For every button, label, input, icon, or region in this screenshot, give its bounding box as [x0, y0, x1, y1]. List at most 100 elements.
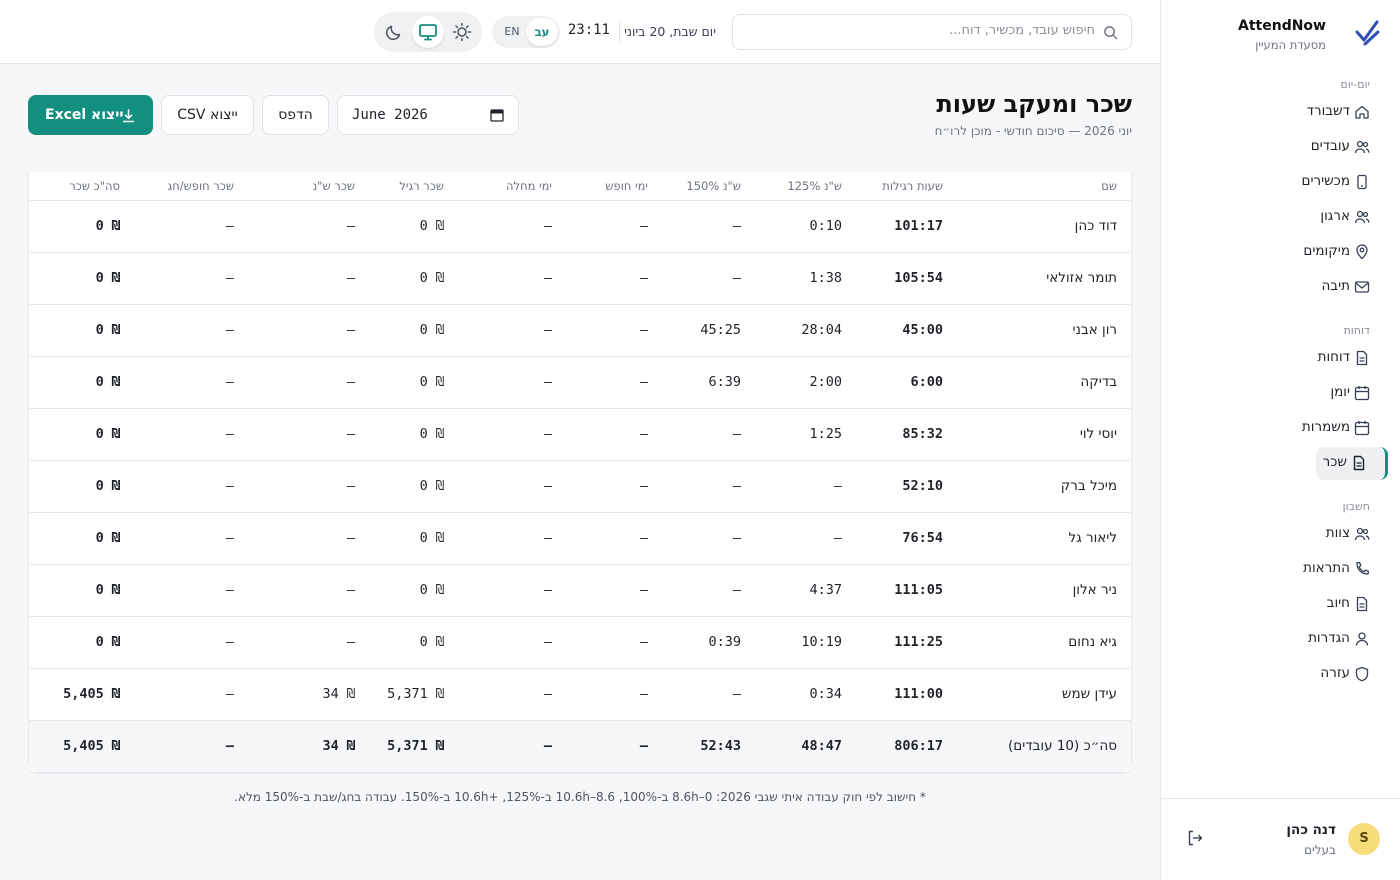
cell-holiday-pay: – — [120, 304, 234, 357]
column-header-ot-pay[interactable]: שכר ש"נ — [234, 172, 355, 201]
page-title: שכר ומעקב שעות — [936, 90, 1132, 118]
sidebar-item-alerts[interactable]: התראות — [1160, 552, 1400, 587]
dark-theme-button[interactable] — [378, 16, 410, 48]
language-toggle[interactable]: עב EN — [492, 16, 560, 48]
export-csv-button[interactable]: ייצוא CSV — [161, 95, 254, 135]
sidebar-item-label: עובדים — [1310, 138, 1350, 154]
nav-section-reports: דוחות דוחות יומן משמרות שכר — [1160, 321, 1400, 481]
table-row[interactable]: תומר אזולאי 105:54 1:38– – – ₪ 0– – ₪ 0 — [29, 252, 1131, 305]
sidebar-item-team[interactable]: צוות — [1160, 517, 1400, 552]
cell-ot125-hours: 1:25 — [741, 408, 842, 461]
search-box[interactable] — [732, 14, 1132, 50]
payroll-table: שם שעות רגילות ש"נ 125% ש"נ 150% ימי חופ… — [28, 172, 1132, 773]
system-theme-button[interactable] — [412, 16, 444, 48]
column-header-name[interactable]: שם — [943, 172, 1131, 201]
theme-toggle[interactable] — [374, 12, 482, 52]
table-row[interactable]: ניר אלון 111:05 4:37– – – ₪ 0– – ₪ 0 — [29, 564, 1131, 617]
export-excel-button[interactable]: ייצוא Excel — [28, 95, 153, 135]
table-header-row: שם שעות רגילות ש"נ 125% ש"נ 150% ימי חופ… — [29, 172, 1131, 201]
shield-icon — [1355, 666, 1369, 682]
section-label: יום-יום — [1340, 78, 1370, 91]
table-row[interactable]: דוד כהן 101:17 0:10– – – ₪ 0– – ₪ 0 — [29, 200, 1131, 253]
column-header-sick-days[interactable]: ימי מחלה — [444, 172, 552, 201]
cell-ot-pay: – — [234, 408, 355, 461]
cell-regular-hours: 105:54 — [842, 252, 943, 305]
sidebar-item-journal[interactable]: יומן — [1160, 376, 1400, 411]
cell-regular-pay: ₪ 0 — [355, 616, 444, 669]
sidebar-item-inbox[interactable]: תיבה — [1160, 270, 1400, 305]
table-total-row[interactable]: סה״כ (10 עובדים) 806:17 48:47 52:43– – ₪ 5,37… — [29, 720, 1131, 773]
cell-vacation-days: – — [552, 460, 648, 513]
cell-ot-pay: – — [234, 200, 355, 253]
sidebar-item-reports[interactable]: דוחות — [1160, 341, 1400, 376]
column-header-regular-pay[interactable]: שכר רגיל — [355, 172, 444, 201]
sidebar-item-dashboard[interactable]: דשבורד — [1160, 95, 1400, 130]
sidebar-item-employees[interactable]: עובדים — [1160, 130, 1400, 165]
sidebar-item-label: מיקומים — [1303, 243, 1350, 259]
print-button[interactable]: הדפס — [262, 95, 329, 135]
location-icon — [1356, 244, 1368, 260]
column-header-regular-hours[interactable]: שעות רגילות — [842, 172, 943, 201]
cell-ot-pay: – — [234, 616, 355, 669]
cell-ot150-hours: 0:39 — [648, 616, 741, 669]
lang-english-button[interactable]: EN — [504, 25, 520, 38]
column-header-ot150[interactable]: ש"נ 150% — [648, 172, 741, 201]
sidebar-item-locations[interactable]: מיקומים — [1160, 235, 1400, 270]
table-row[interactable]: גיא נחום 111:25 10:19 0:39– – ₪ 0– – ₪ 0 — [29, 616, 1131, 669]
page-subtitle: יוני 2026 — סיכום חודשי - מוכן לרו״ח — [934, 124, 1132, 138]
column-header-holiday-pay[interactable]: שכר חופש/חג — [120, 172, 234, 201]
cell-ot-pay: – — [234, 460, 355, 513]
column-header-vacation-days[interactable]: ימי חופש — [552, 172, 648, 201]
report-icon — [1356, 350, 1368, 366]
sidebar-item-payroll[interactable]: שכר — [1160, 446, 1400, 481]
cell-sick-days: – — [444, 356, 552, 409]
table-row[interactable]: מיכל ברק 52:10– – – – ₪ 0– – ₪ 0 — [29, 460, 1131, 513]
cell-ot150-hours: – — [648, 408, 741, 461]
table-row[interactable]: רון אבני 45:00 28:04 45:25– – ₪ 0– – ₪ 0 — [29, 304, 1131, 357]
sidebar-item-help[interactable]: עזרה — [1160, 657, 1400, 692]
cell-total-pay: ₪ 5,405 — [29, 668, 120, 721]
cell-employee-name: תומר אזולאי — [943, 252, 1131, 305]
cell-sick-days: – — [444, 512, 552, 565]
sidebar-item-devices[interactable]: מכשירים — [1160, 165, 1400, 200]
cell-ot-pay: – — [234, 252, 355, 305]
sidebar-item-shifts[interactable]: משמרות — [1160, 411, 1400, 446]
column-header-total-pay[interactable]: סה"כ שכר — [29, 172, 120, 201]
phone-icon — [1356, 561, 1370, 575]
cell-employee-name: בדיקה — [943, 356, 1131, 409]
cell-regular-pay: ₪ 0 — [355, 512, 444, 565]
table-row[interactable]: יוסי לוי 85:32 1:25– – – ₪ 0– – ₪ 0 — [29, 408, 1131, 461]
cell-sick-days: – — [444, 304, 552, 357]
cell-ot150-hours: – — [648, 252, 741, 305]
cell-regular-hours: 101:17 — [842, 200, 943, 253]
sidebar-item-settings[interactable]: הגדרות — [1160, 622, 1400, 657]
cell-employee-name: רון אבני — [943, 304, 1131, 357]
sidebar-item-billing[interactable]: חיוב — [1160, 587, 1400, 622]
search-input[interactable] — [755, 23, 1095, 38]
device-icon — [1357, 174, 1367, 190]
table-row[interactable]: בדיקה 6:00 2:00 6:39– – ₪ 0– – ₪ 0 — [29, 356, 1131, 409]
month-picker[interactable]: June 2026 — [337, 95, 519, 135]
cell-holiday-pay: – — [120, 720, 234, 773]
cell-regular-pay: ₪ 5,371 — [355, 668, 444, 721]
avatar[interactable]: S — [1348, 823, 1380, 855]
cell-total-pay: ₪ 0 — [29, 616, 120, 669]
lang-hebrew-button[interactable]: עב — [526, 18, 558, 46]
brand[interactable]: AttendNow מסעדת המעיין — [1238, 16, 1380, 52]
table-row[interactable]: ליאור גל 76:54– – – – ₪ 0– – ₪ 0 — [29, 512, 1131, 565]
cell-sick-days: – — [444, 564, 552, 617]
logout-icon[interactable] — [1186, 829, 1204, 847]
calendar-icon[interactable] — [490, 108, 504, 122]
top-bar: יום שבת, 20 ביוני 23:11 עב EN — [0, 0, 1160, 64]
cell-regular-pay: ₪ 0 — [355, 304, 444, 357]
sidebar-item-organization[interactable]: ארגון — [1160, 200, 1400, 235]
light-theme-button[interactable] — [446, 16, 478, 48]
cell-regular-hours: 111:25 — [842, 616, 943, 669]
cell-vacation-days: – — [552, 408, 648, 461]
sidebar-item-label: מכשירים — [1301, 173, 1351, 189]
cell-ot150-hours: – — [648, 460, 741, 513]
table-row[interactable]: עידן שמש 111:00 0:34– – – ₪ 5,371 ₪ 34– ₪ 5,405 — [29, 668, 1131, 721]
column-header-ot125[interactable]: ש"נ 125% — [741, 172, 842, 201]
cell-employee-name: ליאור גל — [943, 512, 1131, 565]
section-label: חשבון — [1342, 500, 1370, 513]
